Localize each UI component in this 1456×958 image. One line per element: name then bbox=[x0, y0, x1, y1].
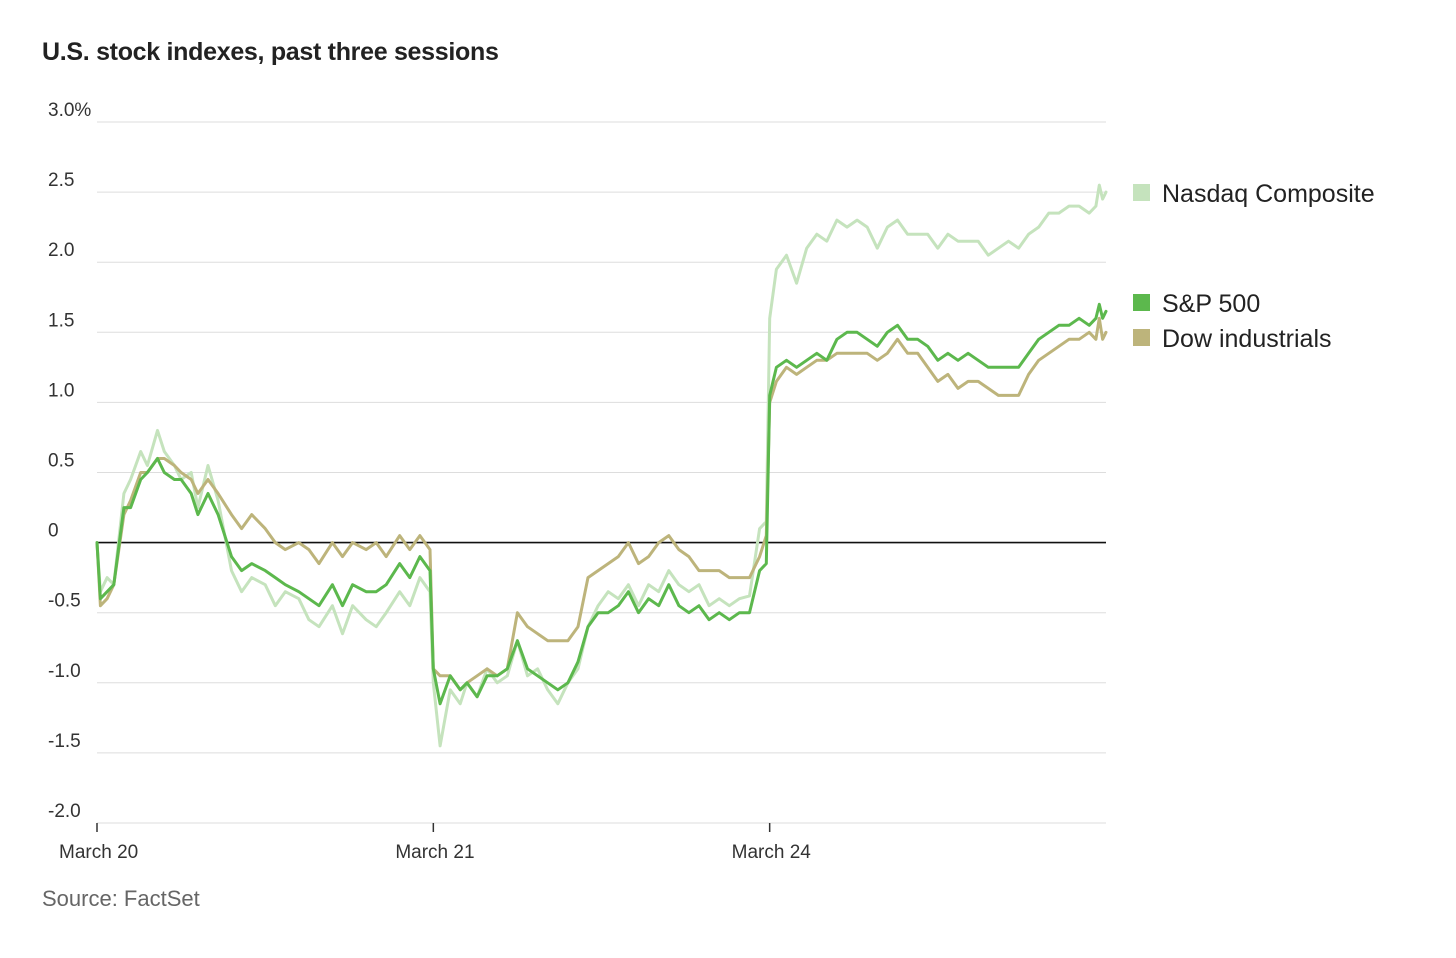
series-line-s-p-500 bbox=[95, 302, 1108, 706]
chart-title: U.S. stock indexes, past three sessions bbox=[42, 38, 499, 66]
source-note: Source: FactSet bbox=[42, 886, 200, 911]
x-axis-ticks: March 20 March 21 March 24 bbox=[59, 823, 811, 863]
series-line-dow-industrials bbox=[95, 316, 1108, 692]
y-tick-label: 1.5 bbox=[48, 310, 74, 331]
y-tick-label: 0.5 bbox=[48, 451, 74, 472]
y-tick-label: -1.0 bbox=[48, 661, 81, 682]
y-tick-label: -0.5 bbox=[48, 591, 81, 612]
legend-swatch bbox=[1133, 329, 1150, 346]
y-tick-label: 2.0 bbox=[48, 240, 74, 261]
x-tick-label: March 21 bbox=[395, 842, 474, 863]
y-tick-label: -1.5 bbox=[48, 731, 81, 752]
y-tick-label: 0 bbox=[48, 521, 59, 542]
y-tick-label: 2.5 bbox=[48, 170, 74, 191]
grid-lines bbox=[97, 121, 1106, 824]
series-line-nasdaq-composite bbox=[95, 183, 1108, 748]
x-tick-label: March 20 bbox=[59, 842, 138, 863]
legend: Nasdaq Composite S&P 500 Dow industrials bbox=[1133, 180, 1375, 353]
x-tick-label: March 24 bbox=[732, 842, 812, 863]
series-lines bbox=[95, 183, 1108, 748]
legend-label: S&P 500 bbox=[1162, 290, 1260, 318]
y-axis-ticks: 3.0% 2.5 2.0 1.5 1.0 0.5 0 -0.5 -1.0 -1.5 -2.0 bbox=[48, 100, 91, 822]
legend-swatch bbox=[1133, 184, 1150, 201]
legend-swatch bbox=[1133, 294, 1150, 311]
y-tick-label: -2.0 bbox=[48, 801, 81, 822]
y-tick-label: 1.0 bbox=[48, 380, 74, 401]
legend-label: Nasdaq Composite bbox=[1162, 180, 1375, 208]
y-tick-label: 3.0% bbox=[48, 100, 91, 121]
legend-label: Dow industrials bbox=[1162, 325, 1332, 353]
